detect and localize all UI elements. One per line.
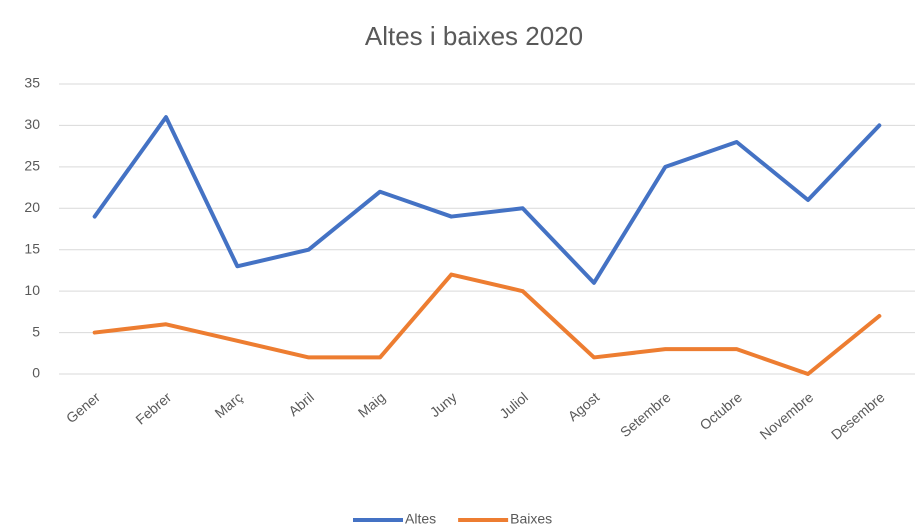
x-tick-label: Setembre xyxy=(617,389,674,440)
chart-title: Altes i baixes 2020 xyxy=(365,21,583,51)
x-tick-label: Agost xyxy=(565,389,603,424)
legend-label: Baixes xyxy=(510,511,552,527)
y-tick-label: 30 xyxy=(24,116,40,132)
y-tick-label: 15 xyxy=(24,240,40,256)
x-tick-label: Gener xyxy=(63,389,103,426)
x-tick-label: Febrer xyxy=(132,389,174,428)
x-tick-label: Abril xyxy=(285,389,317,419)
x-tick-label: Octubre xyxy=(697,389,746,433)
x-tick-label: Maig xyxy=(355,389,389,421)
y-tick-label: 0 xyxy=(32,365,40,381)
y-tick-label: 35 xyxy=(24,75,40,91)
legend-label: Altes xyxy=(405,511,436,527)
x-tick-label: Juliol xyxy=(496,389,531,422)
y-tick-label: 20 xyxy=(24,199,40,215)
x-tick-label: Març xyxy=(212,389,246,421)
y-tick-label: 5 xyxy=(32,323,40,339)
line-series xyxy=(92,115,882,285)
legend: Altes Baixes xyxy=(353,511,552,527)
y-tick-label: 10 xyxy=(24,282,40,298)
x-tick-label: Novembre xyxy=(757,389,817,443)
x-tick-label: Juny xyxy=(427,389,460,420)
line-series xyxy=(92,272,882,376)
x-tick-label: Desembre xyxy=(828,389,888,443)
y-tick-label: 25 xyxy=(24,158,40,174)
